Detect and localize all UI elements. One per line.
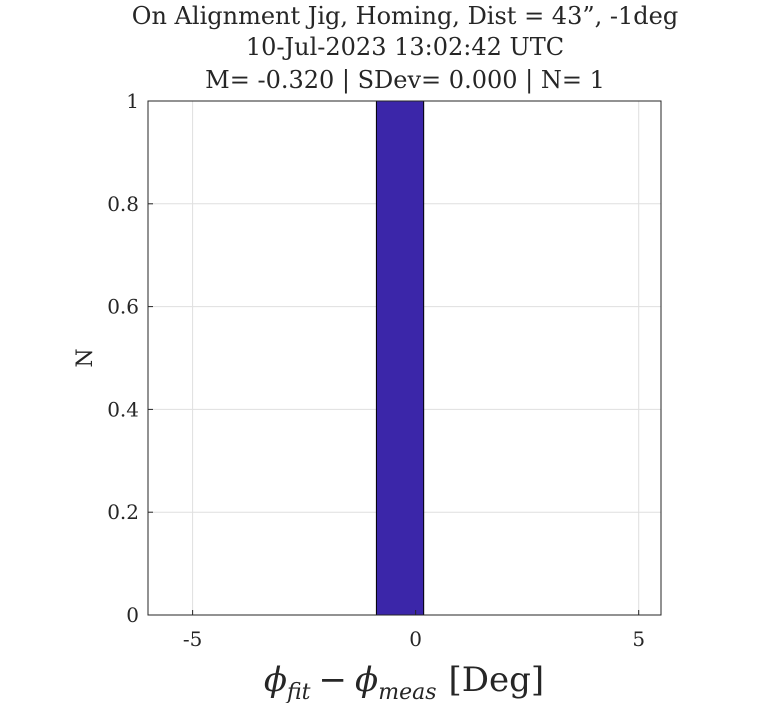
y-tick-label: 0: [126, 603, 139, 627]
x-label-phi-1: ϕ: [264, 660, 287, 700]
title-line-2: 10-Jul-2023 13:02:42 UTC: [246, 33, 564, 61]
bars: [375, 100, 425, 616]
x-tick-label: 5: [632, 627, 645, 651]
y-axis-label: N: [73, 348, 98, 367]
title-line-1: On Alignment Jig, Homing, Dist = 43”, -1…: [132, 2, 678, 30]
x-label-sub-meas: meas: [378, 680, 436, 703]
x-tick-label: -5: [183, 627, 202, 651]
x-label-unit: [Deg]: [449, 660, 545, 700]
x-label-minus: −: [319, 660, 348, 700]
x-label-sub-fit: fit: [285, 680, 311, 703]
histogram-bar: [375, 100, 425, 616]
title-line-3: M= -0.320 | SDev= 0.000 | N= 1: [205, 66, 605, 95]
plot-frame: [147, 100, 662, 616]
y-tick-label: 0.4: [107, 397, 139, 421]
ticks: -5 0 5 0 0.2 0.4 0.6 0.8 1: [107, 89, 645, 651]
y-tick-label: 0.2: [107, 500, 139, 524]
x-axis-label: ϕfit − ϕmeas [Deg]: [264, 660, 544, 703]
x-tick-label: 0: [409, 627, 422, 651]
x-label-phi-2: ϕ: [355, 660, 378, 700]
y-tick-label: 0.6: [107, 295, 139, 319]
y-tick-label: 0.8: [107, 192, 139, 216]
y-tick-label: 1: [126, 89, 139, 113]
